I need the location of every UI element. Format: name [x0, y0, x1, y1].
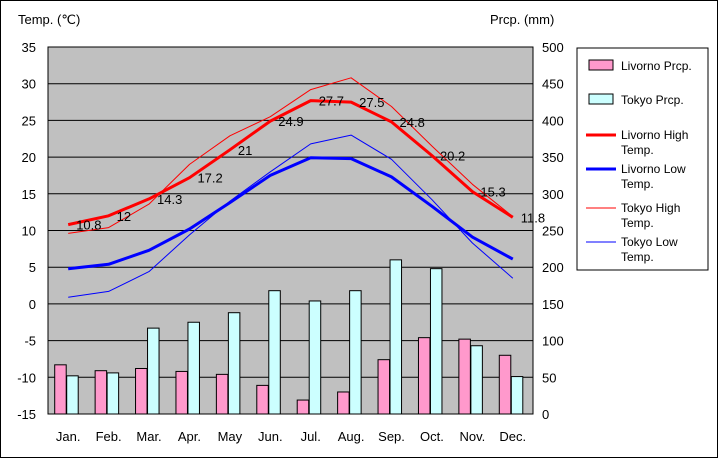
tokyo-prcp-bar: [66, 375, 79, 415]
y-right-tick-label: 350: [542, 150, 564, 165]
livorno-prcp-bar: [256, 384, 269, 415]
data-label: 14.3: [157, 192, 182, 207]
legend-label: Livorno High: [621, 128, 688, 142]
livorno-high-line: [67, 99, 514, 227]
y-left-tick-label: 0: [29, 297, 36, 312]
tokyo-prcp-bar: [187, 321, 200, 415]
tokyo-prcp-bar: [389, 259, 403, 415]
y-right-tick-label: 200: [542, 260, 564, 275]
x-tick-label: Mar.: [136, 429, 161, 444]
x-tick-label: Jun.: [258, 429, 283, 444]
legend-label: Tokyo Low: [621, 235, 678, 249]
tokyo-prcp-bar: [308, 300, 322, 415]
livorno-prcp-bar: [337, 391, 350, 415]
y-right-tick-label: 150: [542, 297, 564, 312]
data-label: 10.8: [76, 218, 101, 233]
x-tick-label: Jan.: [56, 429, 81, 444]
y-right-tick-label: 250: [542, 224, 564, 239]
x-tick-label: Sep.: [378, 429, 405, 444]
y-left-tick-label: 5: [29, 260, 36, 275]
x-tick-label: Feb.: [96, 429, 122, 444]
livorno-low-line: [68, 156, 514, 271]
livorno-prcp-bar: [296, 399, 310, 415]
y-right-tick-label: 500: [542, 40, 564, 55]
tokyo-low-line: [68, 134, 514, 298]
legend-label: Tokyo Prcp.: [621, 93, 684, 107]
y-right-tick-label: 450: [542, 77, 564, 92]
livorno-prcp-bar: [417, 337, 431, 415]
x-tick-label: Nov.: [459, 429, 485, 444]
livorno-prcp-bar: [215, 373, 229, 415]
x-tick-label: Apr.: [178, 429, 201, 444]
y-left-tick-label: 15: [22, 187, 36, 202]
y-right-tick-label: 0: [542, 407, 549, 422]
right-axis-title: Prcp. (mm): [490, 12, 554, 27]
y-left-tick-label: 30: [22, 77, 36, 92]
legend-label-cont: Temp.: [621, 177, 654, 191]
x-tick-label: Dec.: [499, 429, 526, 444]
livorno-prcp-bar: [175, 370, 188, 415]
tokyo-prcp-bar: [147, 327, 160, 415]
legend-label-cont: Temp.: [621, 216, 654, 230]
data-label: 27.5: [359, 95, 384, 110]
x-tick-label: May: [218, 429, 243, 444]
y-left-tick-label: 25: [22, 113, 36, 128]
data-label: 24.9: [278, 114, 303, 129]
y-right-tick-label: 50: [542, 370, 556, 385]
x-tick-label: Oct.: [420, 429, 444, 444]
tokyo-prcp-bar: [429, 268, 443, 415]
data-label: 17.2: [197, 171, 222, 186]
legend-label-cont: Temp.: [621, 143, 654, 157]
legend-tokyo-prcp: Tokyo Prcp.: [588, 93, 684, 107]
legend-label-cont: Temp.: [621, 250, 654, 264]
livorno-prcp-bar: [458, 338, 471, 415]
data-label: 11.8: [521, 210, 545, 225]
legend-box: [576, 47, 709, 271]
x-tick-label: Jul.: [301, 429, 321, 444]
y-left-tick-label: 10: [22, 224, 36, 239]
data-label: 21: [238, 143, 252, 158]
y-left-tick-label: 35: [22, 40, 36, 55]
y-right-tick-label: 300: [542, 187, 564, 202]
data-label: 15.3: [480, 185, 505, 200]
livorno-prcp-bar: [498, 354, 512, 415]
data-label: 12: [117, 209, 131, 224]
livorno-prcp-bar: [94, 370, 108, 415]
legend-livorno-prcp: Livorno Prcp.: [588, 59, 692, 73]
left-axis-title: Temp. (℃): [18, 12, 80, 27]
livorno-prcp-bar: [377, 359, 391, 415]
livorno-prcp-bar: [54, 364, 67, 415]
y-right-tick-label: 400: [542, 113, 564, 128]
livorno-prcp-bar: [135, 367, 148, 415]
plot-area: -15-10-505101520253035050100150200250300…: [17, 40, 564, 444]
tokyo-prcp-bar: [349, 290, 362, 415]
x-tick-label: Aug.: [338, 429, 365, 444]
y-right-tick-label: 100: [542, 334, 564, 349]
y-left-tick-label: -5: [24, 334, 36, 349]
tokyo-prcp-bar: [268, 290, 281, 415]
tokyo-prcp-bar: [510, 376, 524, 415]
legend-label: Livorno Prcp.: [621, 59, 692, 73]
tokyo-high-line: [68, 77, 514, 234]
legend-swatch: [588, 59, 614, 71]
y-left-tick-label: -15: [17, 407, 36, 422]
tokyo-prcp-bar: [470, 345, 483, 415]
legend-label: Tokyo High: [621, 201, 680, 215]
legend-swatch: [588, 93, 614, 105]
y-left-tick-label: -10: [17, 370, 36, 385]
tokyo-prcp-bar: [106, 372, 120, 415]
legend: Livorno Prcp.Tokyo Prcp.Livorno HighTemp…: [576, 47, 709, 271]
y-left-tick-label: 20: [22, 150, 36, 165]
legend-label: Livorno Low: [621, 162, 686, 176]
data-label: 24.8: [400, 115, 425, 130]
tokyo-prcp-bar: [227, 312, 241, 415]
data-label: 27.7: [319, 94, 344, 109]
data-label: 20.2: [440, 149, 465, 164]
